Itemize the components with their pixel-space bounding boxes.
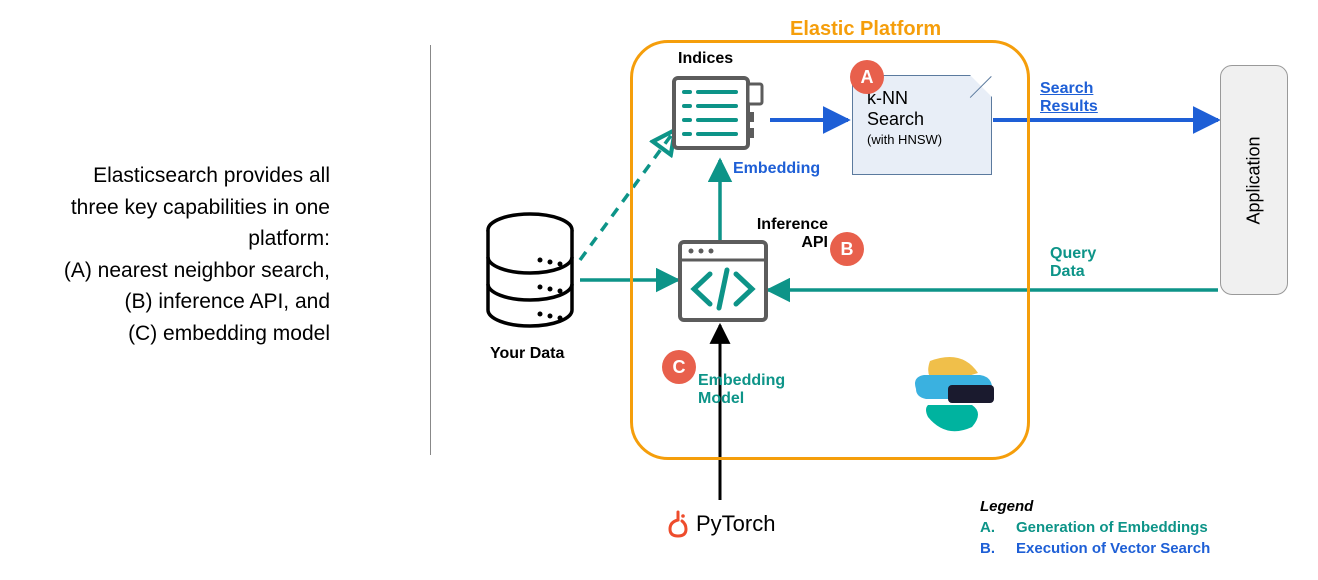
caption-line: three key capabilities in one [0, 192, 330, 224]
legend-b-letter: B. [980, 540, 998, 557]
legend-a-text: Generation of Embeddings [1016, 519, 1208, 536]
legend-row-b: B. Execution of Vector Search [980, 540, 1210, 557]
legend-a-letter: A. [980, 519, 998, 536]
pytorch-logo: PyTorch [666, 510, 775, 538]
legend-title: Legend [980, 498, 1210, 515]
embedding-edge-label: Embedding [733, 160, 820, 178]
legend-b-text: Execution of Vector Search [1016, 540, 1210, 557]
legend: Legend A. Generation of Embeddings B. Ex… [980, 498, 1210, 557]
inference-api-line2: API [801, 234, 828, 251]
application-label: Application [1244, 136, 1265, 224]
indices-icon [672, 70, 768, 156]
caption-line: (A) nearest neighbor search, [0, 255, 330, 287]
caption-line: (B) inference API, and [0, 286, 330, 318]
badge-b: B [830, 232, 864, 266]
inference-api-label: Inference API [748, 216, 828, 253]
search-results-line2: Results [1040, 98, 1098, 115]
badge-a: A [850, 60, 884, 94]
embedding-model-line2: Model [698, 390, 744, 407]
knn-title-1: k-NN [867, 88, 981, 109]
left-caption: Elasticsearch provides all three key cap… [0, 160, 330, 349]
search-results-line1: Search [1040, 80, 1093, 97]
caption-line: platform: [0, 223, 330, 255]
embedding-model-label: Embedding Model [698, 372, 785, 409]
query-data-edge-label: Query Data [1050, 245, 1096, 282]
legend-row-a: A. Generation of Embeddings [980, 519, 1210, 536]
pytorch-flame-icon [666, 510, 690, 538]
query-data-line2: Data [1050, 263, 1085, 280]
elastic-platform-title: Elastic Platform [790, 18, 941, 41]
caption-line: (C) embedding model [0, 318, 330, 350]
inference-api-line1: Inference [757, 216, 828, 233]
search-results-edge-label: Search Results [1040, 80, 1098, 117]
your-data-label: Your Data [490, 345, 564, 363]
elastic-logo-icon [910, 355, 996, 435]
pytorch-label: PyTorch [696, 511, 775, 537]
embedding-model-line1: Embedding [698, 372, 785, 389]
caption-line: Elasticsearch provides all [0, 160, 330, 192]
badge-c: C [662, 350, 696, 384]
application-box: Application [1220, 65, 1288, 295]
vertical-divider [430, 45, 431, 455]
query-data-line1: Query [1050, 245, 1096, 262]
knn-title-2: Search [867, 109, 981, 130]
knn-subtitle: (with HNSW) [867, 132, 981, 147]
diagram: Elastic Platform Your Data Indices [450, 0, 1318, 580]
database-icon [480, 210, 580, 340]
indices-label: Indices [678, 50, 733, 68]
